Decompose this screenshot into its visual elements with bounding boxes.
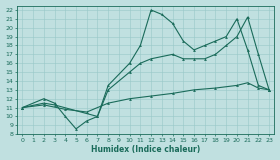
X-axis label: Humidex (Indice chaleur): Humidex (Indice chaleur) (91, 145, 200, 154)
